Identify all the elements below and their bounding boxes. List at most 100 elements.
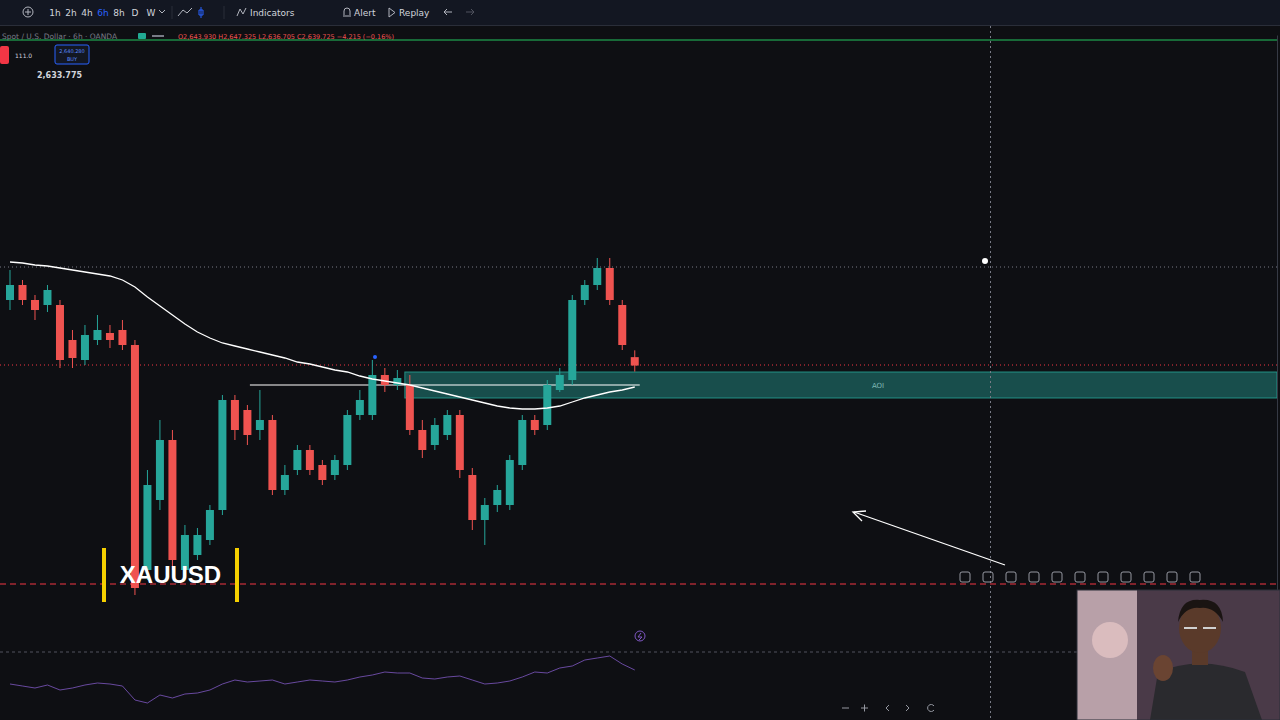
candle-body [306, 450, 314, 470]
candle-body [331, 460, 339, 475]
nav-button[interactable] [842, 708, 849, 709]
event-icon-bolt [638, 633, 642, 640]
interval-button[interactable]: 8h [113, 8, 124, 18]
person-hand [1153, 655, 1173, 681]
candle-body [368, 375, 376, 415]
drawing-tool[interactable] [1098, 572, 1108, 582]
candle-body [468, 475, 476, 520]
drawing-tool[interactable] [1052, 572, 1062, 582]
price-level [0, 267, 1277, 268]
candle-body [343, 415, 351, 465]
drawing-tool[interactable] [960, 572, 970, 582]
background [0, 0, 1280, 720]
interval-button[interactable]: 1h [49, 8, 60, 18]
add-symbol-button[interactable] [23, 7, 33, 17]
candle-body [143, 485, 151, 570]
y-axis-line [1277, 36, 1278, 651]
candle-body [106, 333, 114, 340]
candle-body [156, 440, 164, 500]
undo-button[interactable] [444, 9, 452, 15]
candle-body [631, 357, 639, 365]
candle-body [81, 335, 89, 360]
nav-button[interactable] [886, 705, 889, 711]
cursor [982, 258, 988, 264]
candle-body [518, 420, 526, 465]
toolbar-button[interactable]: Indicators [250, 8, 295, 18]
buy-button[interactable] [55, 45, 89, 64]
candle-body [318, 465, 326, 480]
person-glasses [1184, 627, 1216, 629]
nav-button[interactable] [906, 705, 909, 711]
y-axis [1277, 36, 1278, 651]
candle-body [193, 535, 201, 555]
webcam-light [1092, 622, 1128, 658]
chart-type-line[interactable] [178, 8, 192, 16]
candle-body [456, 415, 464, 470]
candle-body [593, 268, 601, 285]
toolbar-border [0, 25, 1280, 26]
interval-button[interactable]: 2h [65, 8, 76, 18]
arrow-head [853, 511, 866, 521]
separator [172, 6, 173, 19]
drawing-tool[interactable] [1075, 572, 1085, 582]
candle-body [443, 415, 451, 435]
candle-body [93, 330, 101, 340]
candle-body [231, 400, 239, 430]
toolbar-button[interactable]: Replay [399, 8, 430, 18]
arrow-annotation [853, 511, 1005, 565]
interval-button[interactable]: W [147, 8, 156, 18]
interval-dropdown[interactable] [159, 10, 165, 13]
chart-type-candles[interactable] [199, 7, 203, 18]
candle-body [406, 385, 414, 430]
symbol-title: Spot / U.S. Dollar · 6h · OANDA [2, 32, 118, 41]
plot-area [0, 40, 1277, 595]
event-icon[interactable] [635, 631, 645, 641]
legend-header: Spot / U.S. Dollar · 6h · OANDAO2,643.93… [0, 32, 394, 80]
candle-body [68, 340, 76, 358]
spread-value: 111.0 [15, 52, 32, 59]
nav-button[interactable] [861, 705, 868, 712]
nav-button[interactable] [928, 705, 934, 712]
interval-button[interactable]: D [132, 8, 139, 18]
webcam-video [1077, 590, 1280, 720]
candle-body [481, 505, 489, 520]
drawing-tool[interactable] [1167, 572, 1177, 582]
drawing-tool[interactable] [983, 572, 993, 582]
candle-body [206, 510, 214, 540]
interval-button[interactable]: 6h [97, 8, 108, 18]
caption-text: XAUUSD [120, 561, 221, 588]
candle-body [43, 290, 51, 305]
candle-body [506, 460, 514, 505]
arrow-shaft [854, 512, 1005, 565]
candle-body [268, 420, 276, 490]
zone-label: AOI [872, 382, 884, 390]
drawing-tool[interactable] [1144, 572, 1154, 582]
buy-label: BUY [67, 56, 78, 62]
candle-body [131, 345, 139, 588]
webcam-background [1077, 590, 1280, 720]
candle-body [356, 400, 364, 415]
drawing-tool[interactable] [1190, 572, 1200, 582]
candle-body [293, 450, 301, 470]
separator [224, 6, 225, 19]
drawing-tool[interactable] [1006, 572, 1016, 582]
crosshair-vertical [990, 26, 991, 718]
candle-body [618, 305, 626, 345]
webcam-wall [1077, 590, 1137, 720]
interval-button[interactable]: 4h [81, 8, 92, 18]
redo-button[interactable] [466, 9, 474, 15]
anchor-point [373, 355, 377, 359]
candle-body [168, 440, 176, 560]
candle-body [568, 300, 576, 380]
sell-button[interactable] [0, 46, 9, 64]
toolbar-button[interactable]: Alert [354, 8, 376, 18]
candle-body [556, 375, 564, 390]
candle-body [218, 400, 226, 510]
indicator-value: 2,633.775 [37, 71, 82, 80]
drawing-tool[interactable] [1121, 572, 1131, 582]
moving-average-line [10, 262, 635, 409]
oscillator-line [10, 656, 635, 703]
candle-body [256, 420, 264, 430]
add-symbol-icon [25, 9, 31, 15]
drawing-tool[interactable] [1029, 572, 1039, 582]
